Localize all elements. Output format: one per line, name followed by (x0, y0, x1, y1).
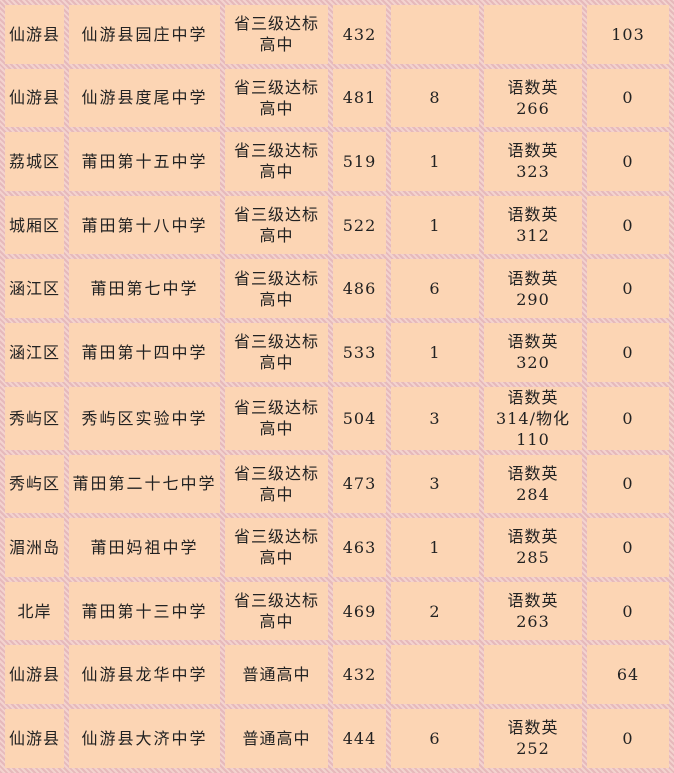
cell-score: 432 (333, 5, 386, 64)
cell-school-level: 省三级达标高中 (225, 386, 328, 450)
cell-remaining: 0 (587, 386, 669, 450)
cell-subject-scores: 语数英 312 (484, 195, 582, 255)
cell-remaining: 0 (587, 518, 669, 577)
cell-score: 486 (333, 259, 386, 318)
cell-subject-scores: 语数英 320 (484, 322, 582, 382)
cell-count: 6 (391, 259, 479, 318)
cell-score: 463 (333, 518, 386, 577)
cell-school-level: 省三级达标高中 (225, 195, 328, 255)
cell-school-level: 省三级达标高中 (225, 68, 328, 128)
cell-school-level: 省三级达标高中 (225, 259, 328, 318)
table-row: 仙游县 仙游县园庄中学 省三级达标高中 432 103 (5, 5, 669, 64)
cell-school-name: 仙游县大济中学 (69, 708, 220, 768)
cell-school-name: 秀屿区实验中学 (69, 386, 220, 450)
cell-school-name: 莆田第二十七中学 (69, 454, 220, 514)
cell-count: 1 (391, 322, 479, 382)
table-row: 涵江区 莆田第七中学 省三级达标高中 486 6 语数英 290 0 (5, 259, 669, 318)
cell-remaining: 64 (587, 645, 669, 704)
cell-district: 城厢区 (5, 195, 64, 255)
cell-remaining: 0 (587, 581, 669, 641)
cell-district: 仙游县 (5, 68, 64, 128)
cell-count (391, 5, 479, 64)
cell-score: 519 (333, 132, 386, 191)
cell-remaining: 0 (587, 708, 669, 768)
cell-district: 仙游县 (5, 645, 64, 704)
cell-remaining: 0 (587, 454, 669, 514)
cell-school-name: 莆田第十三中学 (69, 581, 220, 641)
table-row: 北岸 莆田第十三中学 省三级达标高中 469 2 语数英 263 0 (5, 581, 669, 641)
cell-subject-scores: 语数英 252 (484, 708, 582, 768)
cell-subject-scores: 语数英 285 (484, 518, 582, 577)
cell-remaining: 0 (587, 195, 669, 255)
cell-score: 504 (333, 386, 386, 450)
cell-district: 秀屿区 (5, 386, 64, 450)
cell-count: 1 (391, 195, 479, 255)
cell-school-level: 省三级达标高中 (225, 322, 328, 382)
cell-count: 6 (391, 708, 479, 768)
cell-district: 涵江区 (5, 322, 64, 382)
cell-count (391, 645, 479, 704)
cell-score: 533 (333, 322, 386, 382)
cell-school-name: 仙游县度尾中学 (69, 68, 220, 128)
cell-count: 3 (391, 454, 479, 514)
cell-district: 涵江区 (5, 259, 64, 318)
cell-subject-scores (484, 645, 582, 704)
cell-district: 荔城区 (5, 132, 64, 191)
cell-remaining: 0 (587, 132, 669, 191)
cell-count: 3 (391, 386, 479, 450)
cell-school-name: 仙游县园庄中学 (69, 5, 220, 64)
cell-subject-scores: 语数英 323 (484, 132, 582, 191)
cell-count: 1 (391, 518, 479, 577)
table-row: 仙游县 仙游县龙华中学 普通高中 432 64 (5, 645, 669, 704)
cell-subject-scores: 语数英 266 (484, 68, 582, 128)
cell-school-level: 省三级达标高中 (225, 132, 328, 191)
cell-score: 522 (333, 195, 386, 255)
cell-school-level: 省三级达标高中 (225, 518, 328, 577)
cell-subject-scores: 语数英 263 (484, 581, 582, 641)
cell-remaining: 0 (587, 68, 669, 128)
cell-school-name: 莆田第十五中学 (69, 132, 220, 191)
cell-school-level: 省三级达标高中 (225, 581, 328, 641)
cell-school-level: 普通高中 (225, 708, 328, 768)
cell-school-name: 莆田第十四中学 (69, 322, 220, 382)
cell-school-name: 莆田第十八中学 (69, 195, 220, 255)
cell-district: 湄洲岛 (5, 518, 64, 577)
table-row: 秀屿区 秀屿区实验中学 省三级达标高中 504 3 语数英 314/物化 110 0 (5, 386, 669, 450)
cell-district: 北岸 (5, 581, 64, 641)
table-row: 涵江区 莆田第十四中学 省三级达标高中 533 1 语数英 320 0 (5, 322, 669, 382)
cell-district: 秀屿区 (5, 454, 64, 514)
cell-school-name: 莆田第七中学 (69, 259, 220, 318)
cell-score: 432 (333, 645, 386, 704)
cell-score: 473 (333, 454, 386, 514)
cell-remaining: 0 (587, 322, 669, 382)
cell-count: 2 (391, 581, 479, 641)
cell-subject-scores: 语数英 314/物化 110 (484, 386, 582, 450)
cell-school-level: 省三级达标高中 (225, 454, 328, 514)
table-row: 仙游县 仙游县度尾中学 省三级达标高中 481 8 语数英 266 0 (5, 68, 669, 128)
cell-score: 444 (333, 708, 386, 768)
cell-score: 469 (333, 581, 386, 641)
cell-district: 仙游县 (5, 5, 64, 64)
table-row: 仙游县 仙游县大济中学 普通高中 444 6 语数英 252 0 (5, 708, 669, 768)
cell-remaining: 0 (587, 259, 669, 318)
cell-remaining: 103 (587, 5, 669, 64)
table-row: 城厢区 莆田第十八中学 省三级达标高中 522 1 语数英 312 0 (5, 195, 669, 255)
cell-subject-scores: 语数英 284 (484, 454, 582, 514)
cell-count: 8 (391, 68, 479, 128)
cell-subject-scores (484, 5, 582, 64)
cell-school-name: 仙游县龙华中学 (69, 645, 220, 704)
cell-school-name: 莆田妈祖中学 (69, 518, 220, 577)
cell-district: 仙游县 (5, 708, 64, 768)
table-row: 湄洲岛 莆田妈祖中学 省三级达标高中 463 1 语数英 285 0 (5, 518, 669, 577)
cell-school-level: 普通高中 (225, 645, 328, 704)
table-row: 荔城区 莆田第十五中学 省三级达标高中 519 1 语数英 323 0 (5, 132, 669, 191)
table-row: 秀屿区 莆田第二十七中学 省三级达标高中 473 3 语数英 284 0 (5, 454, 669, 514)
cell-subject-scores: 语数英 290 (484, 259, 582, 318)
cell-count: 1 (391, 132, 479, 191)
cell-school-level: 省三级达标高中 (225, 5, 328, 64)
cell-score: 481 (333, 68, 386, 128)
